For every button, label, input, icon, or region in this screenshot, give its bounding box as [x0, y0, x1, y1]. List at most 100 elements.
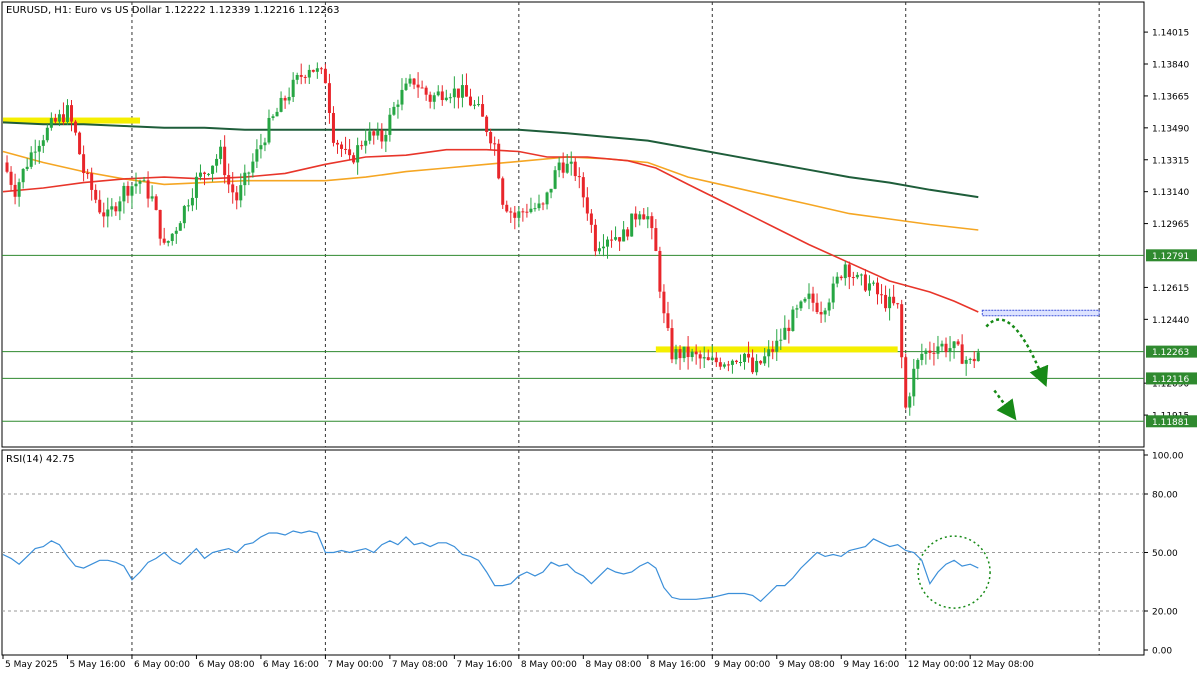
- bull-candle: [448, 97, 452, 99]
- bear-candle: [581, 177, 585, 198]
- bull-candle: [738, 362, 742, 364]
- bull-candle: [211, 165, 215, 174]
- bull-candle: [122, 185, 126, 202]
- bull-candle: [150, 196, 154, 199]
- bear-candle: [235, 192, 239, 201]
- bull-candle: [638, 214, 642, 220]
- bull-candle: [888, 296, 892, 309]
- bull-candle: [49, 118, 53, 128]
- bear-candle: [162, 238, 166, 243]
- bear-candle: [412, 78, 416, 85]
- bull-candle: [730, 360, 734, 365]
- bull-candle: [948, 348, 952, 353]
- bear-candle: [626, 229, 630, 237]
- bear-candle: [694, 351, 698, 355]
- time-tick-label: 6 May 00:00: [134, 660, 190, 670]
- time-tick-label: 8 May 08:00: [585, 660, 641, 670]
- time-tick-label: 7 May 08:00: [392, 660, 448, 670]
- bull-candle: [110, 206, 114, 210]
- bear-candle: [686, 346, 690, 358]
- bull-candle: [791, 309, 795, 331]
- bull-candle: [444, 97, 448, 101]
- time-tick-label: 12 May 08:00: [972, 660, 1034, 670]
- bull-candle: [871, 282, 875, 284]
- bull-candle: [247, 172, 251, 174]
- bear-candle: [618, 237, 622, 242]
- rsi-line: [2, 530, 979, 603]
- bull-candle: [916, 359, 920, 369]
- projected-zone: [981, 309, 1100, 317]
- bull-candle: [545, 192, 549, 205]
- bear-candle: [82, 154, 86, 174]
- bear-candle: [880, 294, 884, 296]
- bear-candle: [678, 349, 682, 359]
- bear-candle: [863, 274, 867, 291]
- price-level-label: 1.12791: [1152, 252, 1189, 262]
- bull-candle: [271, 116, 275, 118]
- bull-candle: [182, 206, 186, 224]
- bear-candle: [714, 357, 718, 363]
- bear-candle: [501, 178, 505, 205]
- bull-candle: [722, 364, 726, 367]
- bull-candle: [142, 180, 146, 182]
- time-tick-label: 6 May 16:00: [263, 660, 319, 670]
- bull-candle: [65, 105, 69, 122]
- bull-candle: [565, 163, 569, 173]
- time-tick-label: 5 May 2025: [5, 660, 58, 670]
- bull-candle: [307, 69, 311, 78]
- bull-candle: [843, 264, 847, 279]
- bear-candle: [932, 352, 936, 354]
- time-tick-label: 7 May 16:00: [456, 660, 512, 670]
- bear-candle: [223, 146, 227, 176]
- bull-candle: [452, 88, 456, 98]
- bull-candle: [368, 131, 372, 141]
- price-level-badge: [1146, 345, 1197, 358]
- bull-candle: [267, 117, 271, 143]
- bear-candle: [851, 277, 855, 279]
- bear-candle: [311, 69, 315, 72]
- bull-candle: [936, 346, 940, 354]
- bear-candle: [5, 162, 9, 172]
- bear-candle: [928, 350, 932, 353]
- bear-candle: [525, 211, 529, 213]
- bear-candle: [658, 250, 662, 292]
- bull-candle: [622, 229, 626, 242]
- bull-candle: [392, 106, 396, 115]
- bull-candle: [646, 216, 650, 220]
- bull-candle: [255, 149, 259, 162]
- bear-candle: [78, 132, 82, 155]
- bear-candle: [561, 162, 565, 173]
- price-level-badge: [1146, 372, 1197, 385]
- bear-candle: [900, 304, 904, 358]
- bear-candle: [493, 143, 497, 145]
- bear-candle: [352, 155, 356, 163]
- bull-candle: [767, 349, 771, 357]
- time-tick-label: 9 May 08:00: [779, 660, 835, 670]
- time-tick-label: 8 May 16:00: [650, 660, 706, 670]
- price-level-label: 1.12116: [1152, 375, 1189, 385]
- bear-candle: [114, 206, 118, 212]
- bear-candle: [327, 83, 331, 113]
- bear-candle: [456, 88, 460, 98]
- bear-candle: [698, 354, 702, 359]
- bear-candle: [90, 173, 94, 190]
- bull-candle: [138, 181, 142, 184]
- bull-candle: [940, 343, 944, 347]
- rsi-label: RSI(14) 42.75: [6, 454, 75, 465]
- bear-candle: [662, 291, 666, 314]
- bull-candle: [130, 186, 134, 196]
- bull-candle: [473, 104, 477, 106]
- bull-candle: [964, 359, 968, 364]
- candlesticks: [5, 62, 980, 416]
- price-level-badge: [1146, 249, 1197, 262]
- bull-candle: [17, 182, 21, 197]
- time-tick-label: 7 May 00:00: [327, 660, 383, 670]
- time-tick-label: 8 May 00:00: [521, 660, 577, 670]
- bear-candle: [283, 97, 287, 101]
- bear-candle: [344, 148, 348, 150]
- time-tick-label: 9 May 16:00: [843, 660, 899, 670]
- price-tick-label: 1.12965: [1152, 220, 1189, 230]
- bear-candle: [424, 87, 428, 95]
- bull-candle: [239, 185, 243, 201]
